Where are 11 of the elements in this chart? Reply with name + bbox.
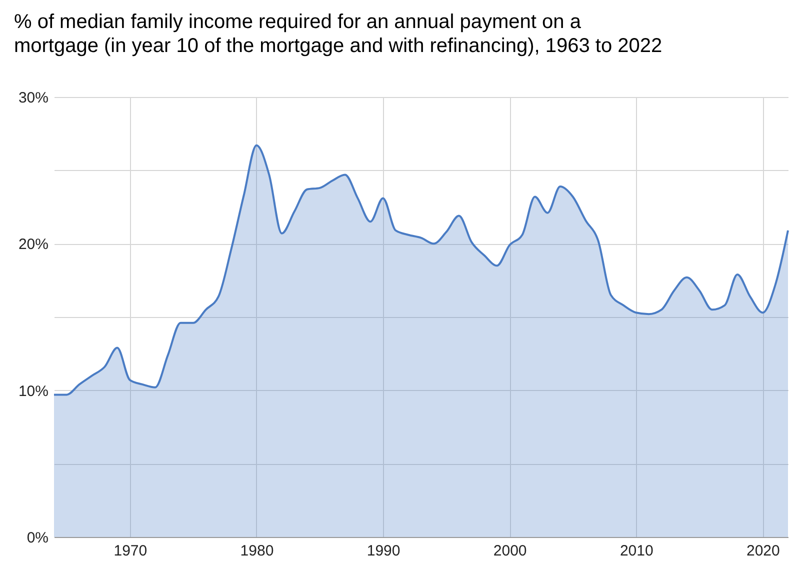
y-tick-label: 20% [18, 236, 48, 254]
x-tick-label: 1980 [240, 542, 274, 560]
x-tick-label: 2000 [493, 542, 527, 560]
x-tick-label: 2010 [620, 542, 654, 560]
y-tick-label: 0% [26, 530, 48, 546]
y-tick-label: 10% [18, 382, 48, 400]
x-tick-label: 1990 [366, 542, 400, 560]
x-tick-label: 2020 [746, 542, 780, 560]
y-tick-label: 30% [18, 90, 48, 106]
x-tick-label: 1970 [114, 542, 148, 560]
chart-title: % of median family income required for an annual payment on a mortgage (in year 10 of the mortgage and with refinancing), 1963 to 2022 [14, 11, 662, 57]
